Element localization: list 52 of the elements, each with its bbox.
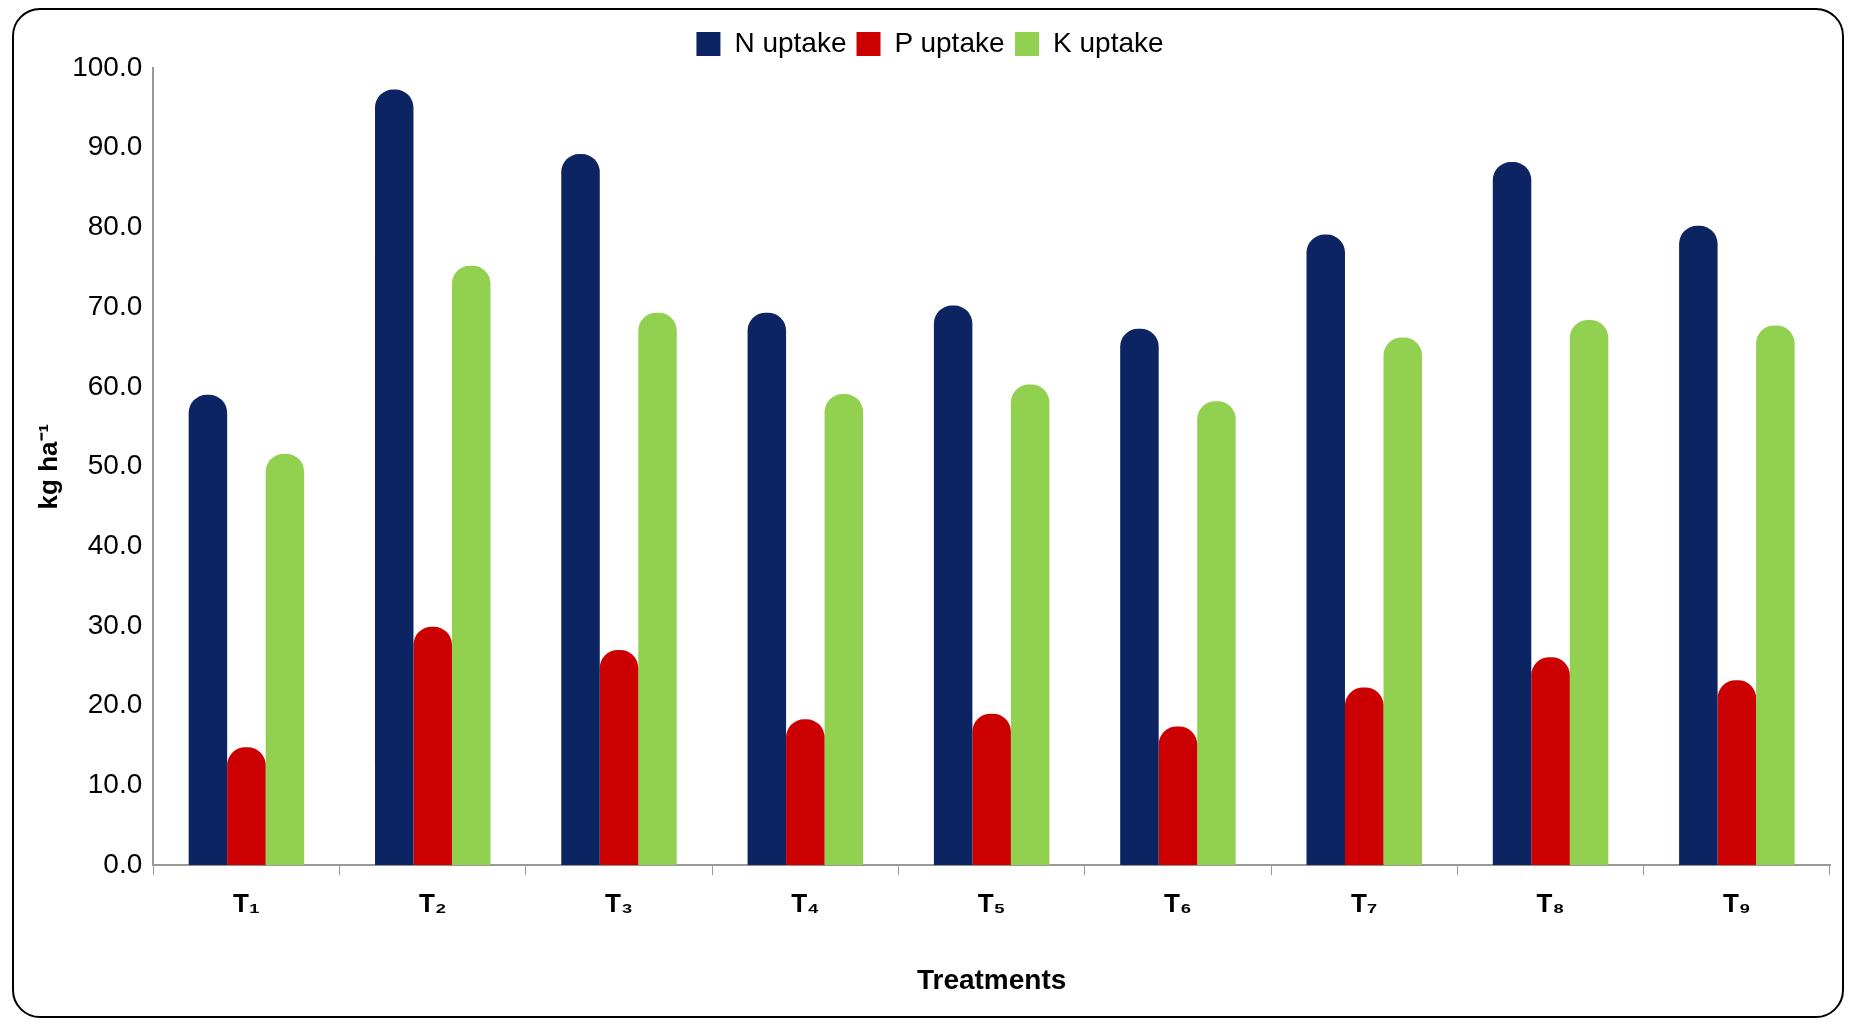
- bar: [638, 312, 677, 866]
- bar: [1197, 401, 1236, 866]
- bar: [413, 626, 452, 866]
- y-tick-label: 100.0: [72, 50, 143, 82]
- legend-label: P uptake: [894, 26, 1005, 58]
- y-tick-label: 20.0: [87, 688, 143, 720]
- bar: [1383, 337, 1422, 866]
- x-tick-label: T₈: [1536, 887, 1565, 918]
- y-tick-label: 70.0: [87, 289, 143, 321]
- bar: [1492, 162, 1532, 866]
- x-tick-label: T₂: [419, 887, 447, 918]
- bar: [227, 747, 266, 866]
- bar: [1010, 384, 1050, 866]
- bar: [188, 394, 228, 866]
- bar: [599, 649, 639, 866]
- y-tick-label: 40.0: [87, 529, 143, 561]
- x-tick-label: T₆: [1164, 887, 1192, 918]
- y-tick-label: 10.0: [87, 768, 143, 800]
- bar: [1679, 225, 1718, 866]
- x-tick-label: T₉: [1723, 887, 1751, 918]
- x-axis-title: Treatments: [916, 963, 1067, 995]
- x-tick-label: T₃: [605, 887, 633, 918]
- y-tick-label: 90.0: [87, 130, 143, 162]
- bar: [1158, 726, 1198, 866]
- bar: [972, 713, 1011, 866]
- bar: [1531, 657, 1570, 866]
- legend-label: N uptake: [734, 26, 847, 58]
- bar: [451, 265, 491, 866]
- y-axis-title: kg ha⁻¹: [32, 423, 63, 510]
- bar: [933, 305, 973, 866]
- y-tick-label: 30.0: [87, 608, 143, 640]
- y-tick-label: 50.0: [87, 449, 143, 481]
- bar: [786, 719, 825, 866]
- y-tick-label: 60.0: [87, 369, 143, 401]
- x-tick-label: T₁: [233, 887, 260, 918]
- bar: [561, 154, 600, 866]
- bar: [1569, 319, 1609, 866]
- legend-label: K uptake: [1053, 26, 1164, 58]
- bar: [824, 394, 864, 866]
- bar: [265, 453, 305, 866]
- bar: [1756, 325, 1795, 866]
- bar: [374, 89, 414, 866]
- bar: [747, 312, 787, 866]
- y-tick-label: 80.0: [87, 210, 143, 242]
- bar: [1344, 687, 1384, 866]
- x-tick-label: T₅: [977, 887, 1006, 918]
- x-tick-label: T₄: [791, 887, 820, 918]
- bar: [1306, 234, 1345, 866]
- x-tick-label: T₇: [1351, 887, 1378, 918]
- bar: [1120, 328, 1159, 866]
- bar: [1717, 680, 1757, 866]
- y-tick-label: 0.0: [103, 847, 143, 879]
